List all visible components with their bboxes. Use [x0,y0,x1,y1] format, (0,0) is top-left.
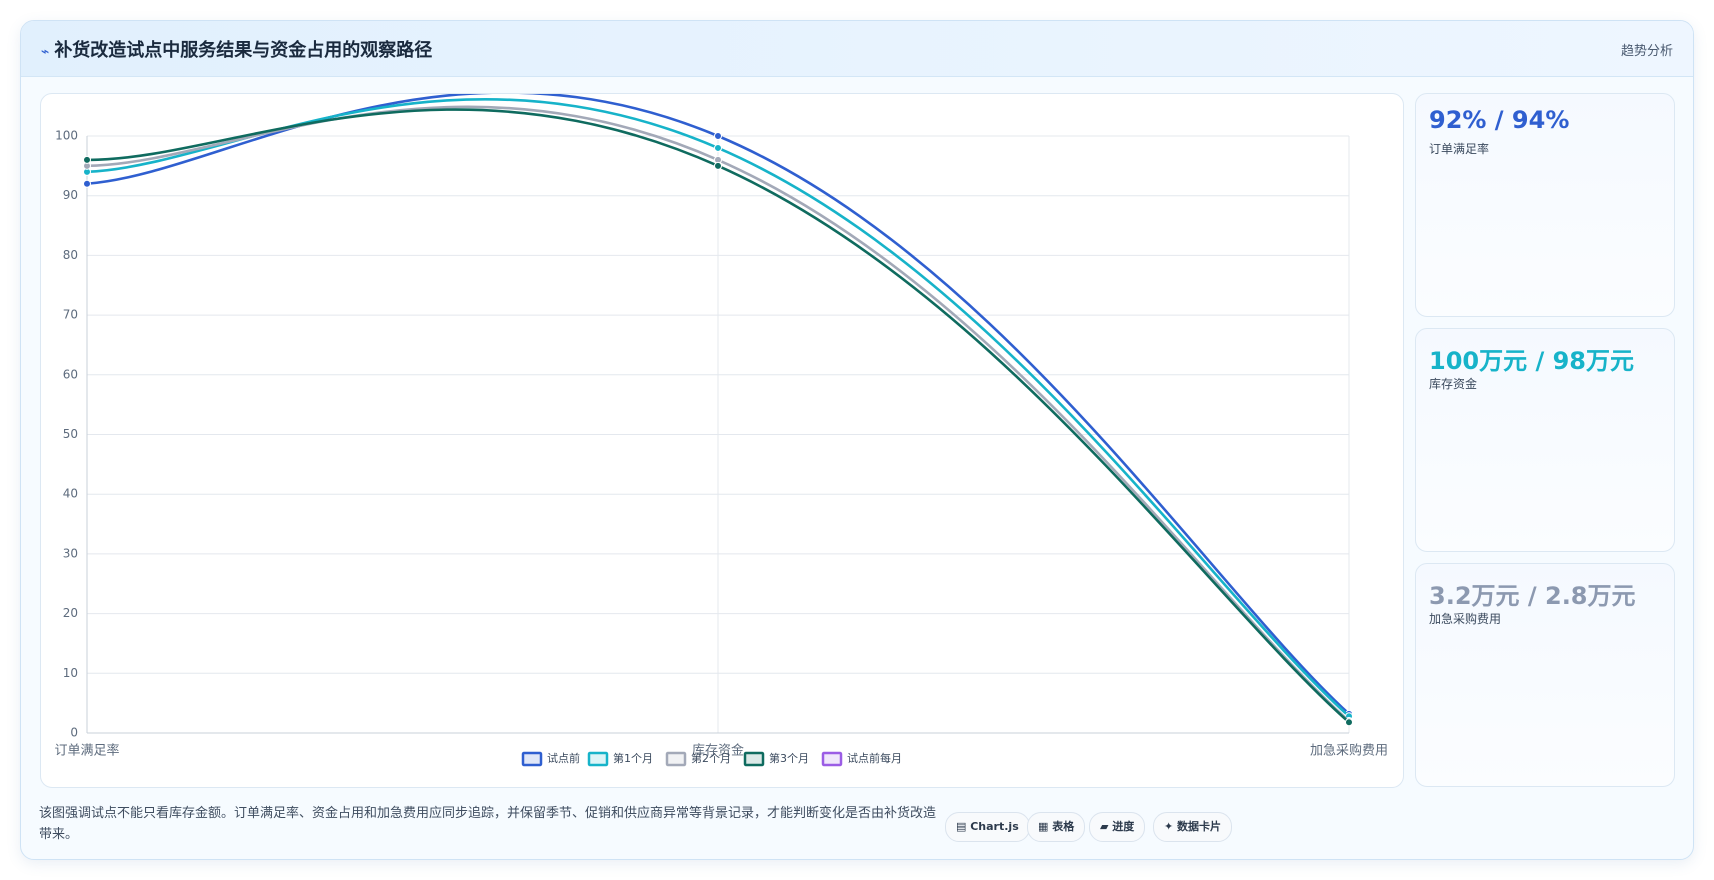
stat-value: 92% / 94% [1429,106,1570,134]
legend-label: 第3个月 [769,751,809,765]
button[interactable]: ▤ Chart.js [945,812,1030,842]
y-tick-label: 0 [70,726,78,740]
stat-card: 100万元 / 98万元库存资金 [1415,328,1675,552]
header: ⌁ 补货改造试点中服务结果与资金占用的观察路径 趋势分析 [21,21,1693,77]
stat-label: 订单满足率 [1429,142,1490,156]
y-tick-label: 60 [63,367,78,381]
x-tick-label: 订单满足率 [54,743,119,759]
tab[interactable]: 趋势分析 [1620,44,1673,59]
line [86,105,1350,723]
point [83,155,91,164]
legend-swatch [665,751,687,767]
chart: 0 10 20 30 40 50 60 70 80 90 100 订单满足率 库存资金 加急采购费用试点前… [54,91,1388,767]
title: ⌁ 补货改造试点中服务结果与资金占用的观察路径 [41,40,433,61]
line [86,91,1350,715]
legend-swatch [521,751,543,767]
stat-card: 92% / 94% 订单满足率 [1415,93,1675,317]
y-tick-label: 10 [63,666,78,680]
stat-card: 3.2万元 / 2.8万元加急采购费用 [1415,563,1675,787]
legend-label: 试点前 [547,751,580,765]
button-label: 表格 [1052,820,1075,833]
line [86,108,1350,724]
stat-label: 库存资金 [1429,377,1478,391]
legend-label: 第1个月 [613,751,653,765]
point [83,179,91,188]
x-tick-label: 加急采购费用 [1310,743,1388,759]
y-tick-label: 80 [63,248,78,262]
point [714,132,722,140]
legend-swatch [821,751,843,767]
button[interactable]: ✦ 数据卡片 [1153,812,1233,842]
chart-card: 0 10 20 30 40 50 60 70 80 90 100 订单满足率 库存资金 加急采购费用试点前… [40,91,1404,788]
y-tick-label: 70 [63,308,78,322]
point [1345,718,1353,727]
button[interactable]: ▰ 进度 [1089,812,1146,842]
button-label: 进度 [1112,820,1135,833]
button[interactable]: ▦ 表格 [1027,812,1086,842]
note: 该图强调试点不能只看库存金额。订单满足率、资金占用和加急费用应同步追踪，并保留季… [39,806,937,842]
panel: ⌁ 补货改造试点中服务结果与资金占用的观察路径 趋势分析 0 10 20 30 40 50… [20,20,1694,860]
y-tick-label: 90 [63,188,78,202]
stat-value: 100万元 / 98万元 [1429,347,1634,375]
point [714,161,722,170]
y-tick-label: 30 [63,546,78,560]
y-tick-label: 100 [55,129,78,143]
point [714,143,722,152]
y-tick-label: 40 [63,487,78,501]
button-label: Chart.js [970,820,1019,833]
title-text: 补货改造试点中服务结果与资金占用的观察路径 [54,40,433,61]
x-tick-label: 库存资金 [692,743,744,759]
legend-swatch [743,751,765,767]
y-tick-label: 20 [63,606,78,620]
legend-label: 试点前每月 [847,751,902,765]
stat-value: 3.2万元 / 2.8万元 [1429,582,1636,610]
stat-label: 加急采购费用 [1429,612,1502,626]
y-tick-label: 50 [63,427,78,441]
legend-swatch [587,751,609,767]
legend-label: 第2个月 [691,751,731,765]
button-label: 数据卡片 [1177,820,1222,833]
